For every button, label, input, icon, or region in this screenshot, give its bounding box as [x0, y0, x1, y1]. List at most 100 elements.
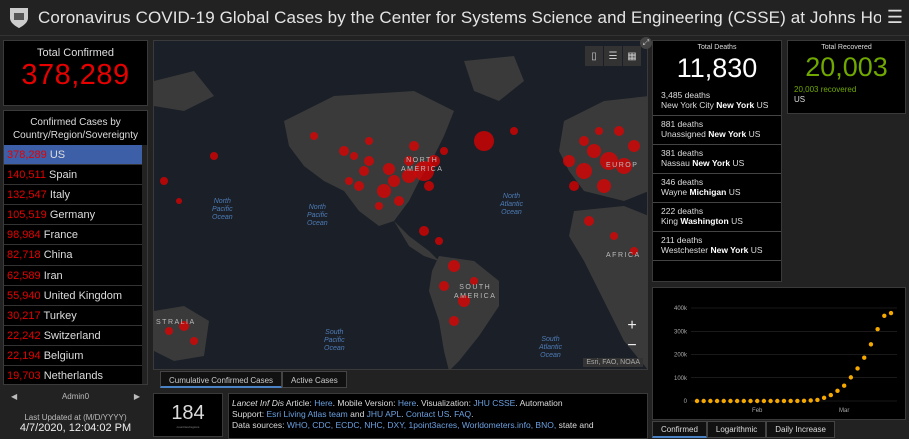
case-bubble[interactable] — [610, 232, 618, 240]
chart-point[interactable] — [841, 383, 847, 388]
chart-point[interactable] — [708, 398, 713, 404]
chart-point[interactable] — [755, 398, 760, 404]
country-list-item[interactable]: 140,511 Spain — [4, 165, 147, 186]
deaths-list-item[interactable]: 381 deaths Nassau New York US — [653, 145, 781, 174]
chart-point[interactable] — [875, 326, 880, 332]
case-bubble[interactable] — [449, 316, 459, 326]
basemap-gallery-icon[interactable]: ▦ — [623, 46, 641, 66]
chart-point[interactable] — [775, 398, 780, 404]
pager-next-button[interactable]: ▶ — [133, 391, 140, 401]
case-bubble[interactable] — [414, 161, 434, 181]
chart-point[interactable] — [868, 342, 874, 347]
case-bubble[interactable] — [470, 277, 478, 285]
case-bubble[interactable] — [364, 156, 374, 166]
case-bubble[interactable] — [377, 184, 391, 198]
case-bubble[interactable] — [419, 226, 429, 236]
pager-prev-button[interactable]: ◀ — [11, 391, 18, 401]
case-bubble[interactable] — [614, 126, 624, 136]
case-bubble[interactable] — [595, 127, 603, 135]
case-bubble[interactable] — [190, 337, 198, 345]
case-bubble[interactable] — [439, 281, 449, 291]
chart-point[interactable] — [788, 398, 793, 404]
country-list-item[interactable]: 132,547 Italy — [4, 185, 147, 206]
case-bubble[interactable] — [176, 198, 182, 204]
deaths-list-item[interactable]: 881 deaths Unassigned New York US — [653, 116, 781, 145]
case-bubble[interactable] — [383, 163, 395, 175]
case-bubble[interactable] — [394, 196, 404, 206]
case-bubble[interactable] — [630, 247, 638, 255]
chart-point[interactable] — [734, 398, 740, 404]
case-bubble[interactable] — [179, 321, 189, 331]
case-bubble[interactable] — [388, 175, 400, 187]
legend-list-icon[interactable]: ☰ — [604, 46, 622, 66]
chart-point[interactable] — [795, 398, 800, 404]
chart-point[interactable] — [855, 366, 860, 371]
case-bubble[interactable] — [474, 131, 494, 151]
case-bubble[interactable] — [409, 141, 419, 151]
case-bubble[interactable] — [600, 152, 618, 170]
chart-point[interactable] — [741, 398, 747, 404]
country-list-item[interactable]: 22,242 Switzerland — [4, 326, 147, 346]
country-list-item[interactable]: 55,940 United Kingdom — [4, 286, 147, 306]
tab-cumulative-confirmed[interactable]: Cumulative Confirmed Cases — [160, 371, 283, 388]
hamburger-icon[interactable]: ☰ — [886, 7, 904, 27]
deaths-list-item[interactable]: 3,485 deaths New York City New York US — [653, 87, 781, 116]
chart-point[interactable] — [862, 355, 867, 360]
chart-point[interactable] — [808, 398, 813, 403]
chart-point[interactable] — [728, 398, 733, 404]
mobile-version-link[interactable]: Here — [397, 398, 417, 408]
case-bubble[interactable] — [458, 295, 470, 307]
case-bubble[interactable] — [510, 127, 518, 135]
deaths-list-item[interactable]: 211 deaths Westchester New York US — [653, 232, 781, 261]
case-bubble[interactable] — [354, 181, 364, 191]
chart-point[interactable] — [714, 398, 720, 404]
expand-icon[interactable]: ⤢ — [640, 37, 652, 49]
case-bubble[interactable] — [576, 163, 592, 179]
case-bubble[interactable] — [365, 137, 373, 145]
country-list-item[interactable]: 378,289 US — [4, 145, 147, 166]
esri-link[interactable]: Esri Living Atlas team — [266, 409, 348, 419]
case-bubble[interactable] — [160, 177, 168, 185]
case-bubble[interactable] — [404, 156, 414, 166]
chart-point[interactable] — [835, 388, 840, 394]
case-bubble[interactable] — [440, 147, 448, 155]
case-bubble[interactable] — [424, 181, 434, 191]
chart-point[interactable] — [801, 398, 807, 403]
jhu-csse-link[interactable]: JHU CSSE — [473, 398, 516, 408]
case-bubble[interactable] — [210, 152, 218, 160]
chart-point[interactable] — [815, 397, 820, 403]
chart-point[interactable] — [694, 398, 700, 404]
case-bubble[interactable] — [310, 132, 318, 140]
country-list-item[interactable]: 62,589 Iran — [4, 266, 147, 286]
data-sources-links[interactable]: WHO, CDC, ECDC, NHC, DXY, 1point3acres, … — [286, 420, 557, 430]
country-list-scrollbar[interactable] — [142, 145, 147, 384]
case-bubble[interactable] — [587, 144, 601, 158]
case-bubble[interactable] — [584, 216, 594, 226]
case-bubble[interactable] — [359, 166, 369, 176]
tab-active-cases[interactable]: Active Cases — [282, 371, 347, 388]
chart-point[interactable] — [748, 398, 753, 404]
article-link[interactable]: Here — [314, 398, 333, 408]
chart-point[interactable] — [701, 398, 706, 404]
jhu-apl-link[interactable]: JHU APL — [366, 409, 402, 419]
tab-confirmed[interactable]: Confirmed — [652, 421, 707, 438]
country-list-item[interactable]: 105,519 Germany — [4, 205, 147, 226]
country-list-item[interactable]: 19,703 Netherlands — [4, 366, 147, 384]
case-bubble[interactable] — [339, 146, 349, 156]
deaths-list-item[interactable]: 346 deaths Wayne Michigan US — [653, 174, 781, 203]
case-bubble[interactable] — [563, 155, 575, 167]
deaths-list-item[interactable]: 222 deaths King Washington US — [653, 203, 781, 232]
case-bubble[interactable] — [435, 237, 443, 245]
zoom-in-button[interactable]: + — [627, 317, 637, 334]
country-list-item[interactable]: 22,194 Belgium — [4, 346, 147, 367]
case-bubble[interactable] — [345, 177, 353, 185]
tab-daily-increase[interactable]: Daily Increase — [766, 421, 835, 438]
world-map[interactable]: NORTH AMERICA SOUTH AMERICA EUROP AFRICA… — [153, 40, 648, 370]
case-bubble[interactable] — [628, 140, 640, 152]
country-list-item[interactable]: 98,984 France — [4, 225, 147, 246]
faq-link[interactable]: FAQ — [454, 409, 472, 419]
zoom-out-button[interactable]: − — [627, 337, 637, 354]
chart-point[interactable] — [821, 395, 827, 401]
case-bubble[interactable] — [350, 152, 358, 160]
chart-point[interactable] — [848, 375, 854, 380]
